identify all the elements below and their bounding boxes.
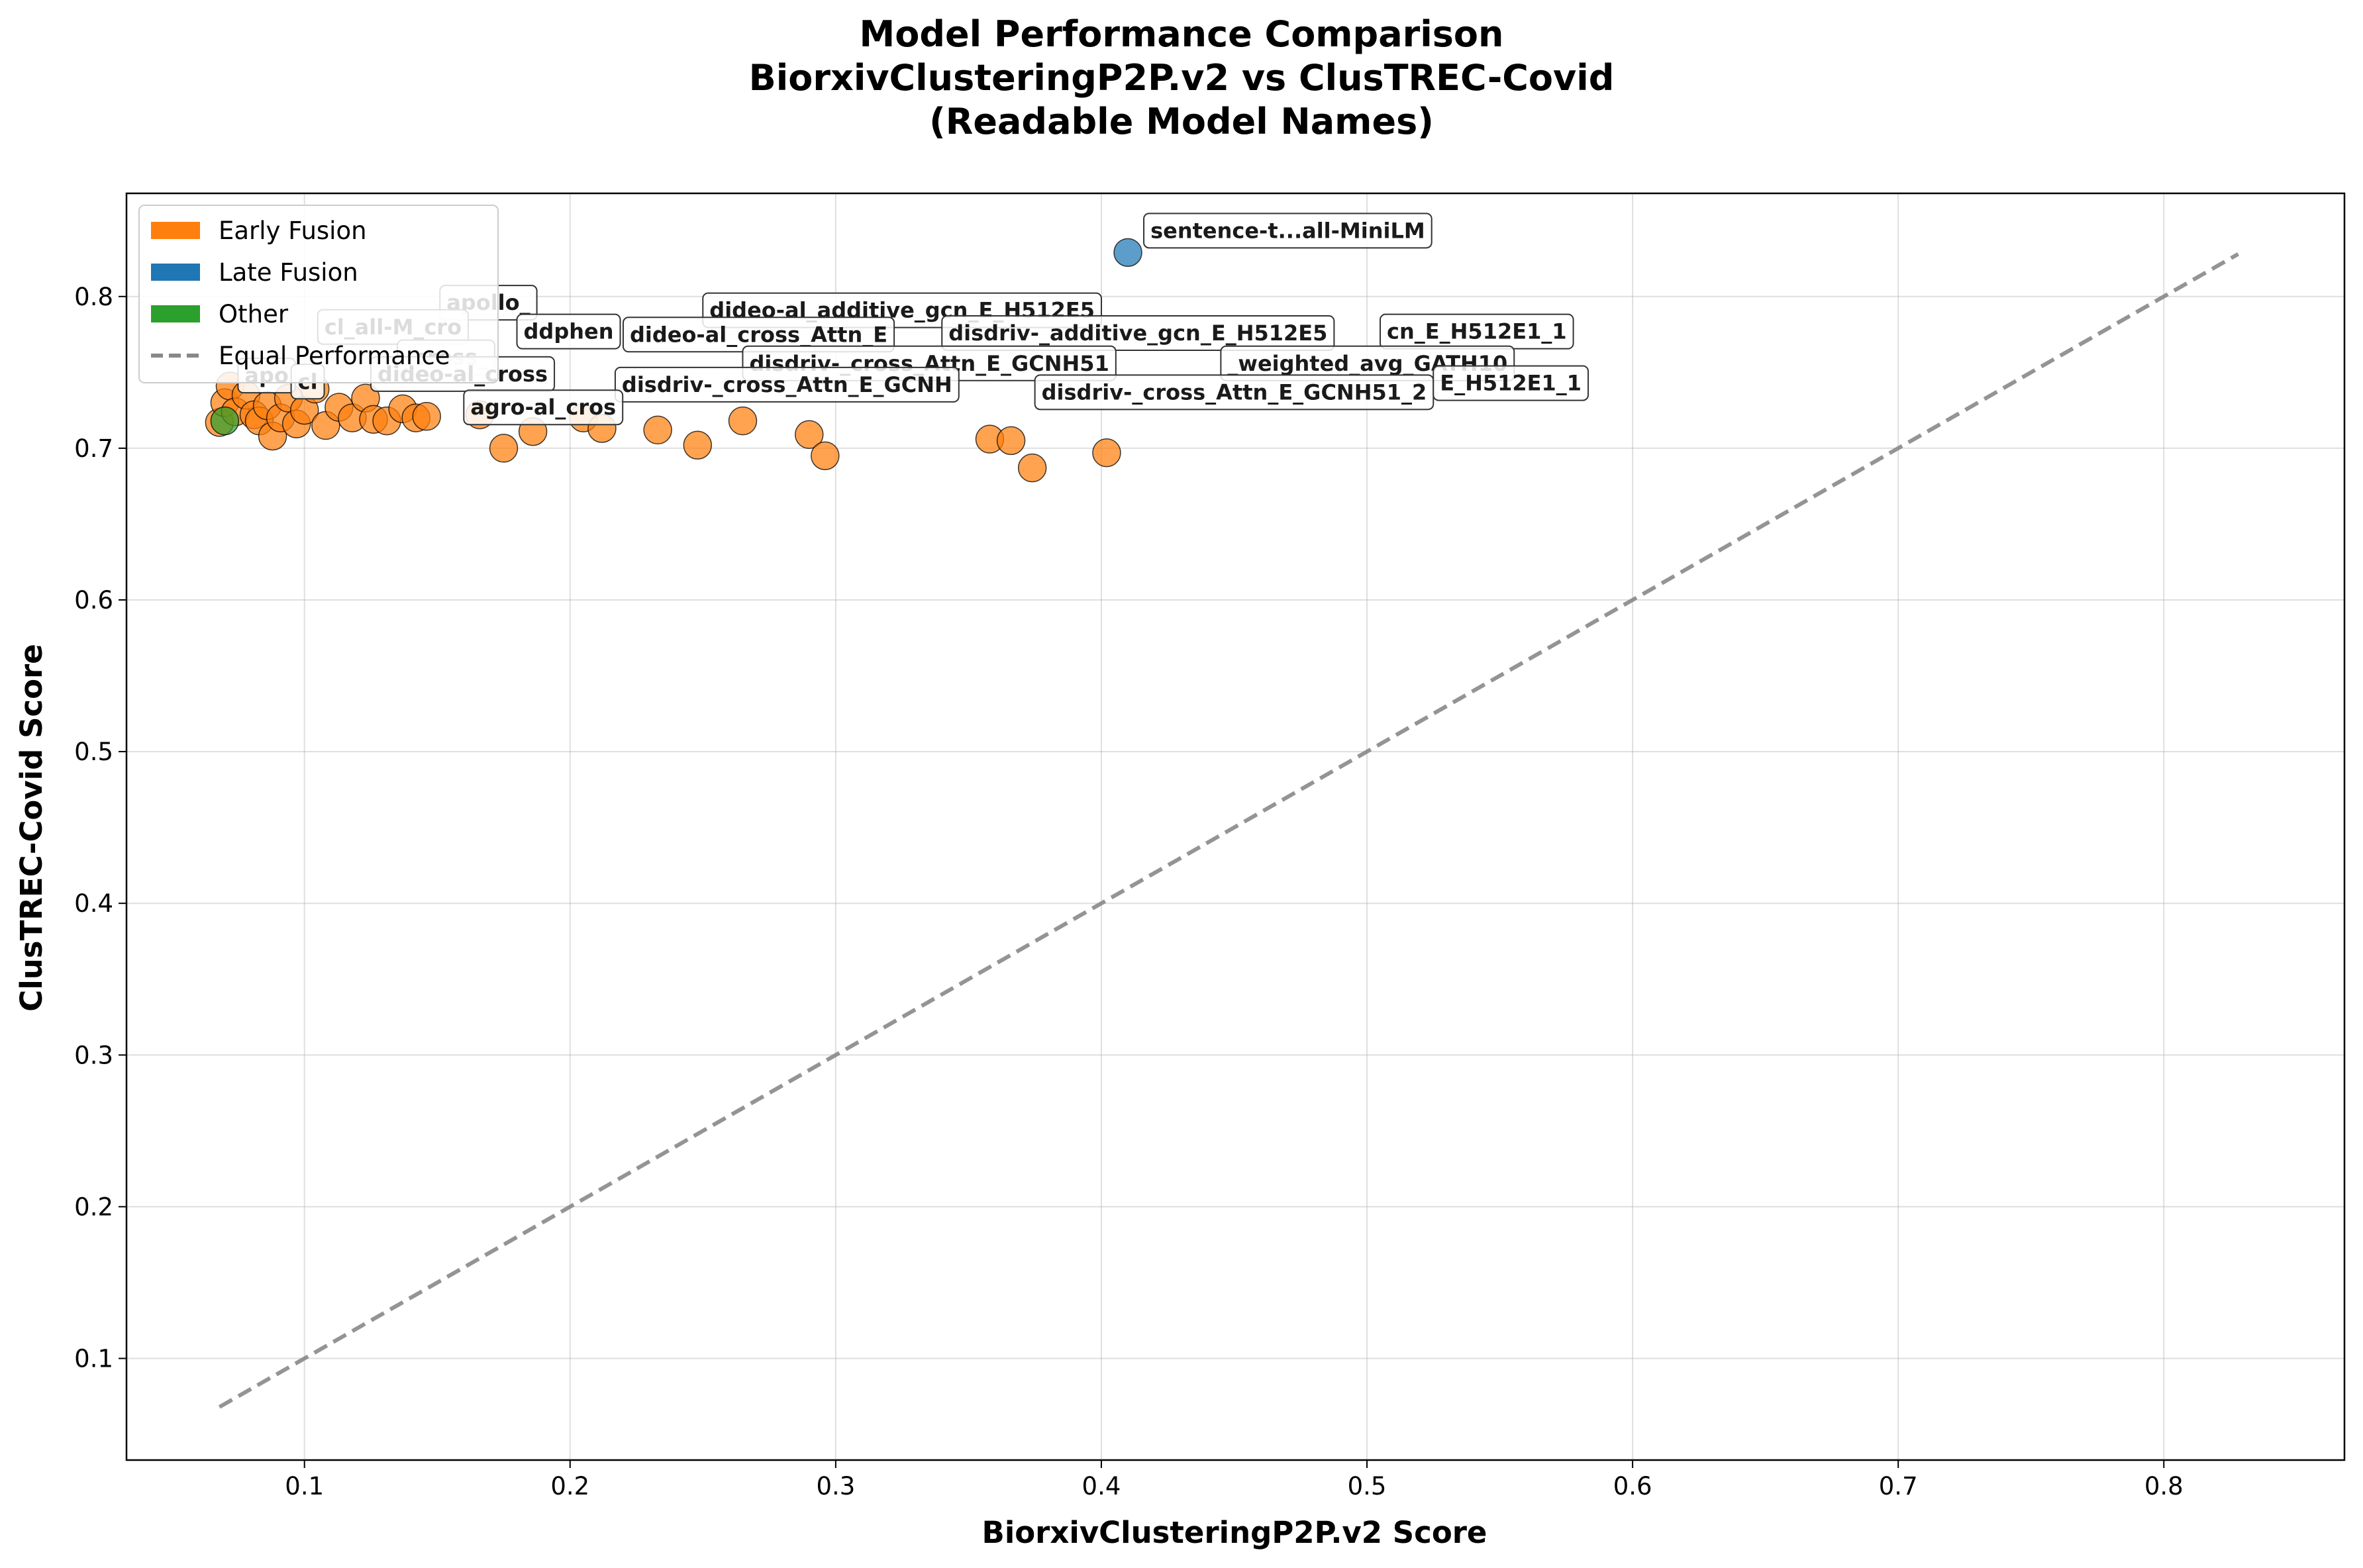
early-fusion-point [1017, 453, 1047, 483]
legend-swatch-early-fusion [151, 222, 200, 239]
x-tick-label: 0.3 [816, 1472, 855, 1500]
y-tick-label: 0.2 [74, 1193, 113, 1221]
x-axis-label: BiorxivClusteringP2P.v2 Score [982, 1515, 1487, 1550]
annotation-label: ddphen [524, 319, 614, 344]
point-annotation: sentence-t...all-MiniLM [1143, 213, 1433, 249]
point-annotation: agro-al_cros [463, 389, 624, 426]
y-tick-label: 0.3 [74, 1041, 113, 1069]
other-point [210, 406, 240, 436]
y-tick-label: 0.4 [74, 889, 113, 918]
chart-title-line: Model Performance Comparison [860, 13, 1504, 55]
early-fusion-point [1092, 438, 1121, 467]
point-annotation: disdriv-_additive_gcn_E_H512E5 [941, 315, 1335, 351]
annotation-box [463, 389, 624, 426]
legend-swatch-late-fusion [151, 264, 200, 281]
early-fusion-point [489, 434, 519, 463]
x-tick-label: 0.4 [1082, 1472, 1121, 1500]
legend-label-late-fusion: Late Fusion [219, 258, 358, 287]
legend-label-other: Other [219, 300, 289, 328]
data-points [205, 238, 1142, 483]
y-axis-label: ClusTREC-Covid Score [14, 644, 49, 1011]
annotation-box [1143, 213, 1433, 249]
point-annotation: disdriv-_cross_Attn_E_GCNH51_2 [1034, 374, 1434, 411]
annotation-box [1433, 365, 1589, 401]
legend: Early Fusion Late Fusion Other Equal Perfor… [138, 205, 499, 383]
y-tick-label: 0.1 [74, 1345, 113, 1373]
y-tick-label: 0.8 [74, 283, 113, 311]
equal-performance-line [218, 252, 2240, 1409]
x-tick-label: 0.6 [1613, 1472, 1652, 1500]
annotation-label: disdriv-_cross_Attn_E_GCNH [622, 372, 952, 397]
y-tick-label: 0.5 [74, 738, 113, 766]
point-annotation: E_H512E1_1 [1433, 365, 1589, 401]
annotation-label: agro-al_cros [470, 395, 616, 420]
early-fusion-point [683, 430, 713, 460]
annotation-label: cn_E_H512E1_1 [1387, 319, 1567, 344]
annotation-label: sentence-t...all-MiniLM [1150, 218, 1425, 243]
x-tick-label: 0.1 [285, 1472, 324, 1500]
early-fusion-point [643, 415, 672, 445]
early-fusion-point [412, 402, 441, 431]
equal-performance-reference-line [218, 252, 2240, 1409]
early-fusion-point [795, 420, 824, 450]
point-annotation: disdriv-_cross_Attn_E_GCNH [614, 366, 960, 403]
annotation-box [516, 313, 621, 350]
annotation-box [614, 366, 960, 403]
legend-label-equal-performance: Equal Performance [219, 342, 450, 370]
annotation-label: disdriv-_additive_gcn_E_H512E5 [948, 320, 1327, 346]
chart-title: Model Performance Comparison BiorxivClus… [749, 13, 1615, 142]
annotation-label: disdriv-_cross_Attn_E_GCNH51_2 [1042, 379, 1427, 405]
plot-frame [125, 192, 2346, 1461]
point-annotation: cn_E_H512E1_1 [1380, 313, 1574, 350]
early-fusion-point [728, 406, 758, 436]
axis-ticks: 0.1 0.2 0.3 0.4 0.5 0.6 0.7 0.8 0.1 0.2 0.3 0.4 0.5 0… [74, 283, 2184, 1500]
x-tick-label: 0.8 [2144, 1472, 2184, 1500]
chart-subtitle-line: BiorxivClusteringP2P.v2 vs ClusTREC-Covi… [749, 57, 1615, 99]
legend-swatch-other [151, 305, 200, 322]
annotation-box [941, 315, 1335, 351]
x-tick-label: 0.2 [550, 1472, 589, 1500]
legend-frame [138, 205, 499, 383]
x-tick-label: 0.5 [1348, 1472, 1387, 1500]
legend-label-early-fusion: Early Fusion [219, 217, 367, 245]
late-fusion-point [1113, 238, 1142, 268]
point-annotation: dideo-al_cross_Attn_E [622, 317, 895, 353]
x-tick-label: 0.7 [1879, 1472, 1918, 1500]
point-annotation: ddphen [516, 313, 621, 350]
annotation-label: E_H512E1_1 [1440, 371, 1582, 396]
annotation-label: dideo-al_cross_Attn_E [630, 322, 887, 347]
chart-subtitle-line: (Readable Model Names) [929, 101, 1434, 142]
early-fusion-point [811, 441, 840, 471]
y-tick-label: 0.7 [74, 434, 113, 463]
early-fusion-point [996, 426, 1026, 456]
y-tick-label: 0.6 [74, 586, 113, 614]
